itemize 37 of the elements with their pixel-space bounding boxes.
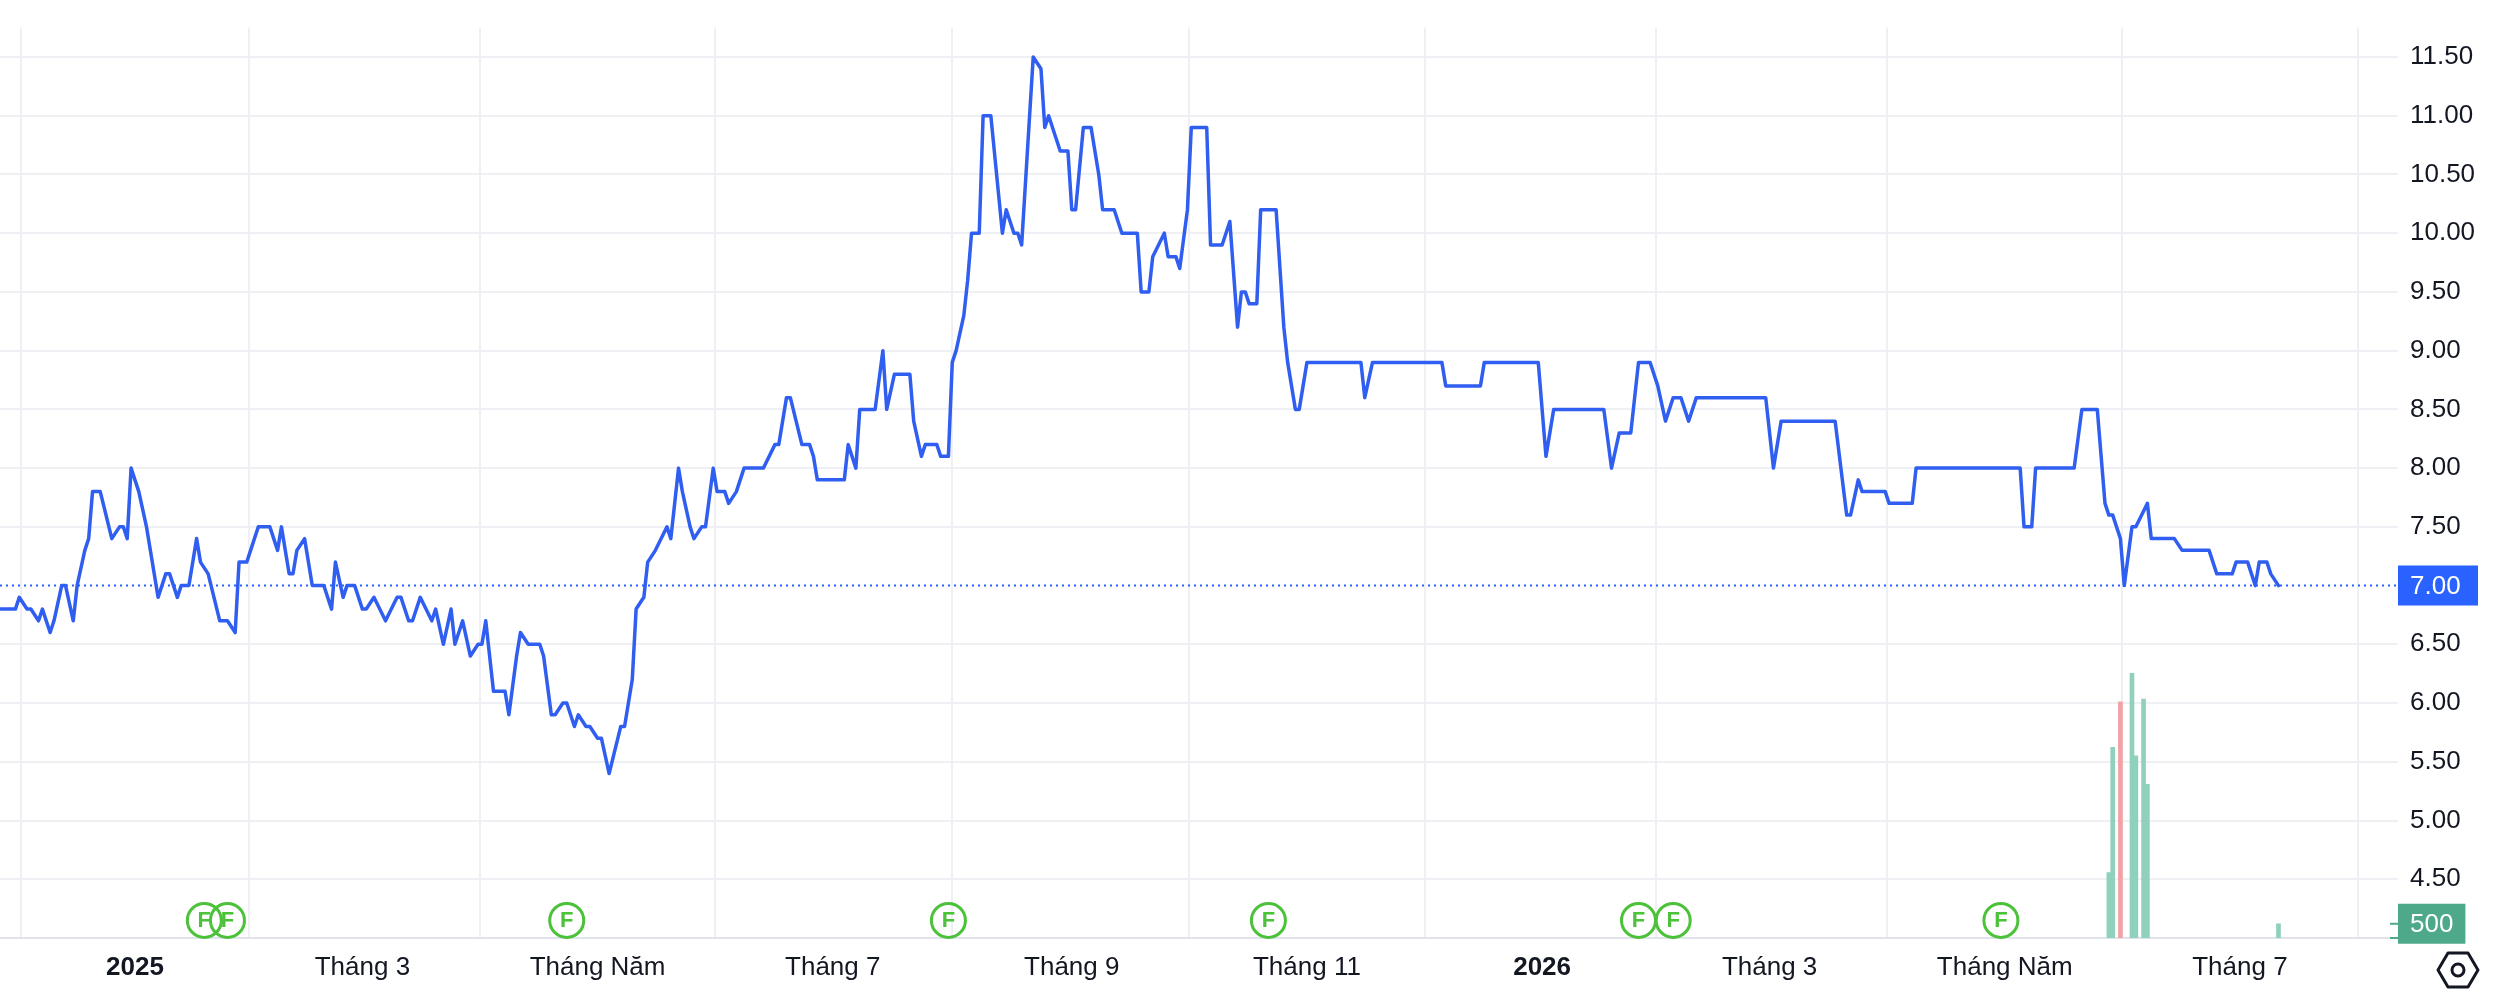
- y-tick-label: 6.50: [2410, 627, 2461, 658]
- y-tick-label: 8.00: [2410, 451, 2461, 482]
- bar: [2276, 923, 2281, 938]
- y-tick-label: 11.00: [2410, 98, 2474, 129]
- ref-line-label: 7.00: [2410, 569, 2461, 600]
- y-tick-label: 4.50: [2410, 862, 2461, 893]
- annotation: F: [197, 907, 212, 933]
- y-tick-label: 11.50: [2410, 40, 2474, 71]
- annotation: F: [1261, 907, 1276, 933]
- y-tick-label: 10.00: [2410, 216, 2476, 247]
- y-tick-label: 7.50: [2410, 510, 2461, 541]
- x-tick-label: Tháng 3: [314, 950, 411, 981]
- x-tick-label: Tháng 3: [1721, 950, 1818, 981]
- x-tick-label: 2025: [106, 950, 164, 981]
- x-tick-label: Tháng Năm: [1936, 950, 2073, 981]
- annotation: F: [560, 907, 574, 933]
- annotation: F: [1631, 907, 1646, 933]
- annotation: F: [1994, 907, 2008, 933]
- y-tick-label: 9.00: [2410, 333, 2461, 364]
- bar: [2110, 747, 2116, 938]
- x-tick-label: Tháng 11: [1252, 950, 1361, 981]
- annotation: F: [1666, 907, 1680, 933]
- x-tick-label: 2026: [1513, 950, 1572, 981]
- annotation: F: [941, 907, 956, 933]
- x-tick-label: Tháng 9: [1024, 950, 1120, 981]
- y-tick-label: 8.50: [2410, 392, 2461, 423]
- y-tick-label: 5.00: [2410, 803, 2461, 834]
- annotation: F: [220, 907, 235, 933]
- x-tick-label: Tháng Năm: [529, 950, 666, 981]
- y-tick-label: 5.50: [2410, 744, 2461, 775]
- y2-tick-label: 500: [2410, 907, 2454, 938]
- y-tick-label: 10.50: [2410, 157, 2476, 188]
- y-tick-label: 9.50: [2410, 275, 2461, 306]
- bar: [2118, 701, 2123, 938]
- y-tick-label: 6.00: [2410, 686, 2461, 717]
- x-tick-label: Tháng 7: [785, 950, 881, 981]
- x-tick-label: Tháng 7: [2192, 950, 2288, 981]
